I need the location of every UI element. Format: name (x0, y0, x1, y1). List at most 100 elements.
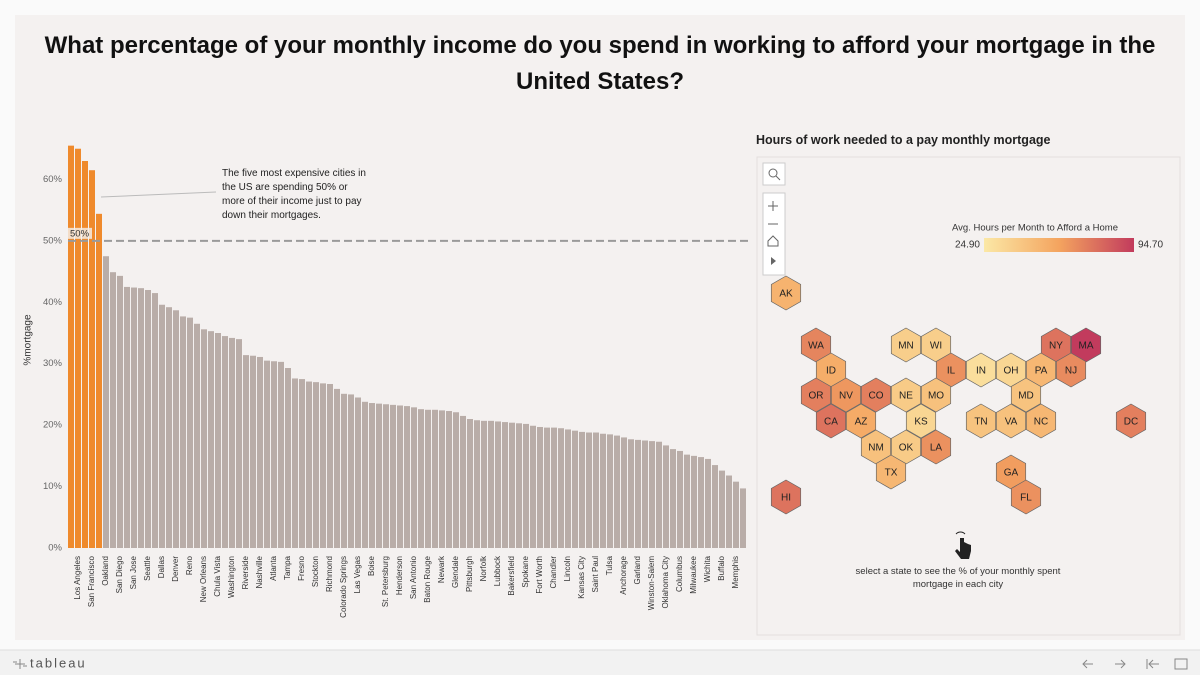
bar[interactable] (621, 437, 627, 548)
bar[interactable] (355, 397, 361, 549)
state-hex[interactable] (890, 327, 922, 363)
bar[interactable] (432, 409, 438, 548)
state-hex[interactable] (830, 377, 862, 413)
bar[interactable] (117, 275, 123, 548)
bar[interactable] (75, 148, 81, 548)
bar[interactable] (152, 293, 158, 548)
bar[interactable] (82, 161, 88, 548)
bar[interactable] (110, 272, 116, 548)
bar[interactable] (187, 317, 193, 548)
fullscreen-button[interactable] (1174, 658, 1188, 670)
state-hex[interactable] (1115, 403, 1147, 439)
bar[interactable] (166, 307, 172, 548)
state-hex[interactable] (875, 454, 907, 490)
bar[interactable] (271, 361, 277, 548)
back-button[interactable] (1082, 659, 1093, 669)
state-hex[interactable] (1025, 403, 1057, 439)
bar[interactable] (453, 412, 459, 548)
bar[interactable] (229, 337, 235, 548)
bar[interactable] (663, 445, 669, 548)
bar[interactable] (586, 432, 592, 548)
state-hex[interactable] (845, 403, 877, 439)
bar[interactable] (103, 256, 109, 548)
bar[interactable] (446, 411, 452, 548)
state-hex[interactable] (995, 403, 1027, 439)
bar[interactable] (593, 432, 599, 548)
bar[interactable] (292, 378, 298, 548)
bar[interactable] (89, 170, 95, 548)
bar[interactable] (215, 333, 221, 548)
state-hex[interactable] (920, 377, 952, 413)
bar[interactable] (369, 403, 375, 548)
bar[interactable] (572, 430, 578, 548)
reset-button[interactable] (1146, 659, 1159, 669)
state-hex[interactable] (890, 377, 922, 413)
bar[interactable] (481, 420, 487, 548)
home-button[interactable] (767, 235, 779, 247)
play-button[interactable] (771, 257, 776, 265)
bar[interactable] (257, 356, 263, 548)
bar[interactable] (705, 458, 711, 548)
bar[interactable] (670, 449, 676, 548)
bar[interactable] (383, 404, 389, 548)
bar[interactable] (397, 405, 403, 548)
bar[interactable] (509, 422, 515, 548)
bar[interactable] (201, 329, 207, 548)
bar[interactable] (278, 361, 284, 548)
state-hex[interactable] (770, 479, 802, 515)
bar[interactable] (537, 426, 543, 548)
bar[interactable] (131, 287, 137, 548)
bar[interactable] (334, 388, 340, 548)
bar[interactable] (418, 409, 424, 548)
bar[interactable] (159, 304, 165, 548)
bar[interactable] (565, 429, 571, 548)
bar[interactable] (614, 435, 620, 548)
bar[interactable] (656, 441, 662, 548)
bar[interactable] (719, 470, 725, 548)
bar[interactable] (726, 475, 732, 548)
bar[interactable] (243, 355, 249, 548)
bar[interactable] (523, 423, 529, 548)
state-hex[interactable] (1055, 352, 1087, 388)
state-hex[interactable] (920, 429, 952, 465)
bar[interactable] (425, 409, 431, 548)
state-hex[interactable] (770, 275, 802, 311)
bar[interactable] (145, 290, 151, 548)
bar[interactable] (502, 422, 508, 548)
bar[interactable] (488, 420, 494, 548)
state-hex[interactable] (1010, 479, 1042, 515)
bar[interactable] (180, 316, 186, 548)
bar[interactable] (313, 382, 319, 548)
state-hex[interactable] (905, 403, 937, 439)
state-hex[interactable] (965, 352, 997, 388)
bar[interactable] (691, 455, 697, 548)
bar[interactable] (733, 481, 739, 548)
bar[interactable] (68, 145, 74, 548)
bar[interactable] (250, 355, 256, 548)
bar[interactable] (530, 425, 536, 548)
state-hex[interactable] (965, 403, 997, 439)
bar[interactable] (516, 423, 522, 548)
bar[interactable] (544, 427, 550, 548)
bar[interactable] (194, 323, 200, 548)
bar[interactable] (642, 440, 648, 549)
bar[interactable] (390, 404, 396, 548)
bar[interactable] (600, 433, 606, 548)
bar[interactable] (579, 431, 585, 548)
bar[interactable] (558, 428, 564, 548)
bar[interactable] (341, 393, 347, 548)
bar[interactable] (474, 420, 480, 548)
bar[interactable] (362, 401, 368, 548)
bar[interactable] (173, 310, 179, 548)
bar[interactable] (460, 415, 466, 548)
forward-button[interactable] (1115, 659, 1126, 669)
bar[interactable] (208, 331, 214, 548)
bar[interactable] (376, 403, 382, 548)
bar[interactable] (698, 457, 704, 548)
bar[interactable] (320, 383, 326, 548)
bar[interactable] (439, 410, 445, 548)
bar[interactable] (285, 368, 291, 548)
bar[interactable] (404, 406, 410, 548)
bar[interactable] (551, 427, 557, 548)
state-hex[interactable] (1010, 377, 1042, 413)
